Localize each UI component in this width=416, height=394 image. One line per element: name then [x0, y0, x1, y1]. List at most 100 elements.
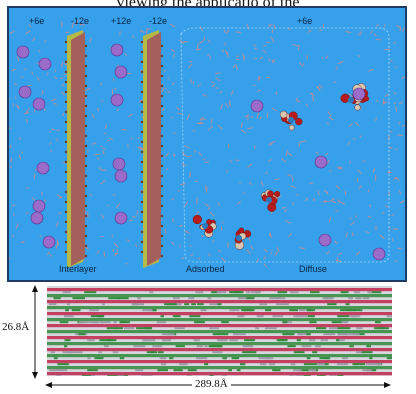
clay-surface-atom: [140, 170, 144, 174]
water-molecule: [60, 61, 64, 68]
water-molecule: [242, 53, 246, 59]
water-molecule: [84, 87, 91, 92]
cation-sphere: [16, 45, 30, 59]
water-molecule: [164, 87, 167, 90]
layer-detail: [159, 357, 167, 360]
water-molecule: [38, 50, 41, 53]
layer-detail: [338, 333, 352, 336]
layer-detail: [340, 291, 349, 294]
water-molecule: [204, 161, 210, 164]
water-molecule: [399, 101, 403, 105]
water-molecule: [311, 96, 315, 102]
water-molecule: [25, 108, 30, 114]
layer-detail: [309, 321, 317, 324]
cation-sphere: [114, 65, 128, 79]
water-molecule: [89, 37, 92, 43]
water-molecule: [223, 29, 227, 34]
clay-surface-atom: [84, 244, 88, 248]
molecular-layer: [47, 294, 392, 298]
layer-detail: [197, 303, 204, 306]
water-molecule: [348, 123, 353, 128]
layer-detail: [241, 309, 253, 312]
cation-sphere: [314, 155, 328, 169]
clay-surface-atom: [160, 74, 164, 78]
layer-detail: [350, 315, 357, 318]
layer-detail: [303, 363, 317, 366]
layer-detail: [290, 291, 299, 294]
water-molecule: [374, 117, 378, 122]
layer-detail: [301, 345, 312, 348]
water-molecule: [248, 237, 250, 241]
clay-surface-atom: [84, 254, 88, 258]
layer-detail: [217, 339, 228, 342]
layer-detail: [131, 303, 144, 306]
water-molecule: [225, 103, 229, 108]
molecular-layer: [47, 312, 392, 316]
layer-detail: [135, 369, 144, 372]
water-molecule: [48, 142, 52, 145]
clay-surface-atom: [64, 40, 68, 44]
water-molecule: [188, 63, 192, 69]
water-molecule: [103, 132, 107, 135]
clay-layers: [64, 30, 164, 268]
water-molecule: [384, 48, 391, 51]
region-label-adsorbed: Adsorbed: [186, 264, 225, 274]
layer-detail: [352, 309, 363, 312]
layer-detail: [237, 297, 250, 300]
water-molecule: [135, 243, 138, 247]
water-molecule: [329, 198, 335, 202]
layer-detail: [120, 321, 130, 324]
water-molecule: [9, 30, 15, 34]
layer-detail: [200, 309, 207, 312]
water-molecule: [96, 157, 100, 161]
layer-detail: [136, 327, 141, 330]
water-molecule: [227, 242, 229, 249]
layer-detail: [115, 327, 123, 330]
molecular-layer: [47, 306, 392, 310]
water-molecule: [332, 201, 337, 203]
water-molecule: [192, 81, 195, 85]
water-molecule: [198, 40, 204, 45]
clay-surface-atom: [84, 154, 88, 158]
clay-surface-atom: [160, 194, 164, 198]
clay-surface-atom: [160, 64, 164, 68]
layer-detail: [299, 333, 312, 336]
layer-detail: [362, 297, 370, 300]
layer-detail: [187, 369, 197, 372]
molecular-layer: [47, 288, 392, 292]
water-molecule: [25, 118, 29, 124]
water-molecule: [254, 145, 256, 150]
molecular-layer: [47, 360, 392, 364]
layer-detail: [269, 297, 280, 300]
simulation-snapshot: +6e -12e +12e -12e +6e Interlayer Adsorb…: [7, 6, 407, 282]
water-molecule: [23, 112, 30, 115]
water-molecule: [335, 185, 340, 190]
water-molecule: [9, 165, 13, 169]
water-molecule: [215, 72, 221, 74]
water-molecule: [167, 77, 170, 80]
water-molecule: [138, 99, 143, 103]
water-molecule: [257, 76, 260, 81]
water-molecule: [357, 169, 362, 174]
layer-detail: [246, 291, 250, 294]
water-molecule: [329, 170, 332, 172]
layer-detail: [216, 291, 227, 294]
layer-detail: [78, 321, 90, 324]
water-molecule: [24, 68, 26, 71]
water-molecule: [326, 122, 330, 125]
water-molecule: [323, 189, 329, 194]
water-molecule: [334, 240, 338, 244]
water-molecule: [270, 232, 272, 239]
clay-surface-atom: [140, 190, 144, 194]
layer-detail: [191, 303, 196, 306]
water-molecule: [337, 167, 343, 170]
water-molecule: [202, 94, 207, 97]
water-molecule: [382, 100, 385, 105]
water-molecule: [335, 259, 342, 263]
water-molecule: [322, 24, 325, 28]
layer-detail: [188, 297, 195, 300]
clay-surface-atom: [64, 170, 68, 174]
water-molecule: [62, 112, 65, 117]
clay-surface-atom: [140, 180, 144, 184]
water-molecule: [276, 246, 280, 252]
